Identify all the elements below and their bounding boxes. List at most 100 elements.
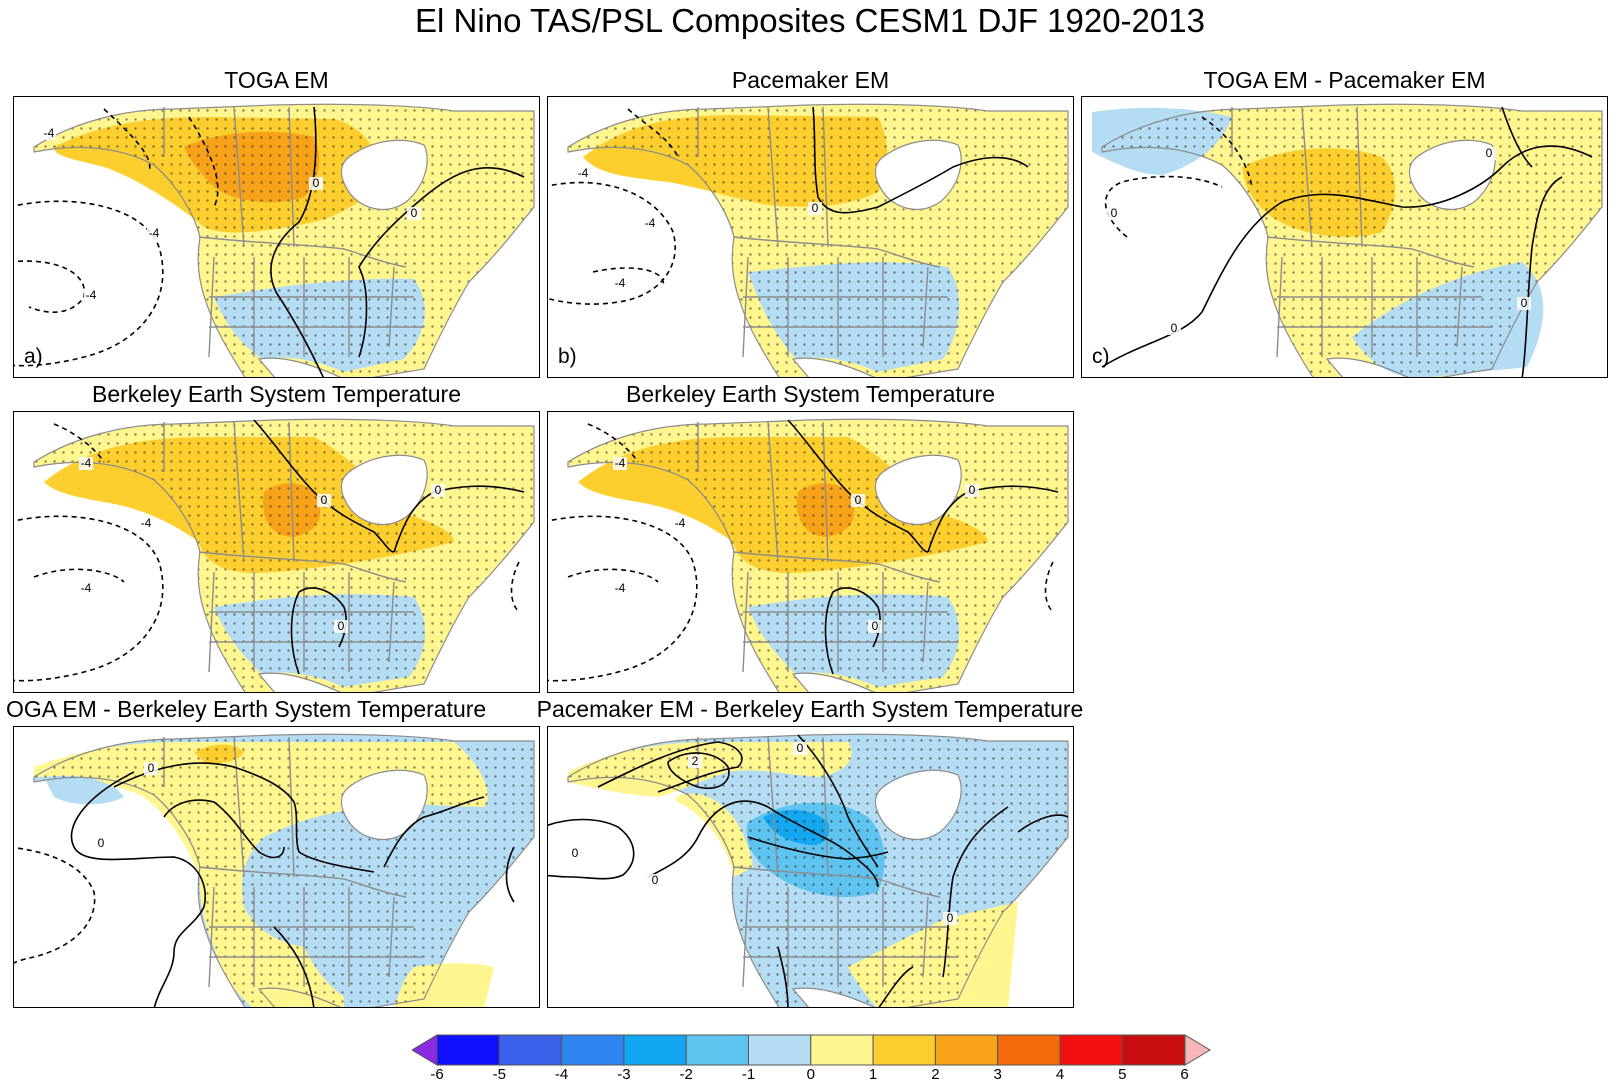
coastline <box>567 733 1069 1007</box>
contour-label: 2 <box>692 754 699 768</box>
panel-b-title: Pacemaker EM <box>731 67 890 93</box>
psl-contour-negative <box>103 108 151 173</box>
panel-b-label: b) <box>558 345 577 368</box>
psl-contour-zero <box>597 741 743 793</box>
significance-stippling <box>34 419 534 692</box>
colorbar-box <box>1059 1034 1123 1066</box>
contour-label: 0 <box>797 741 804 755</box>
colorbar-tick-label: -1 <box>741 1066 756 1083</box>
contour-label: -4 <box>149 226 160 240</box>
contour-label: -4 <box>44 126 55 140</box>
contour-label-bg <box>84 289 98 302</box>
significance-stippling <box>568 419 1068 692</box>
panel-g-map: 2 0 0 0 0 <box>547 726 1074 1008</box>
colorbar-box <box>997 1034 1061 1066</box>
psl-contour-negative <box>14 846 96 964</box>
contour-label: -4 <box>645 216 656 230</box>
contour-label-bg <box>94 837 108 850</box>
contour-label-bg <box>1107 207 1121 220</box>
psl-contour-zero <box>777 946 789 1007</box>
contour-label: 0 <box>1521 296 1528 310</box>
contour-label: -4 <box>81 581 92 595</box>
contour-label: 0 <box>872 619 879 633</box>
panel-b-map: -4 -4 -4 0 b) <box>547 96 1074 378</box>
contour-label: 0 <box>855 493 862 507</box>
psl-contour-negative <box>510 561 520 613</box>
psl-contour-zero <box>270 106 324 377</box>
map-plot: 0 0 0 0 <box>1092 103 1603 377</box>
psl-contour-zero <box>878 966 914 1007</box>
contour-label: 0 <box>411 206 418 220</box>
map-plot: 2 0 0 0 0 <box>548 733 1069 1007</box>
colorbar-tick-label: 0 <box>806 1066 815 1083</box>
psl-contour-zero <box>505 846 515 903</box>
contour-label-bg <box>965 484 979 497</box>
coastline <box>567 418 1069 692</box>
colorbar-tick-label: -5 <box>492 1066 506 1083</box>
psl-contour-negative <box>1201 116 1253 188</box>
psl-contour-negative <box>14 515 164 682</box>
contour-label-bg <box>431 484 445 497</box>
psl-contour-negative <box>627 108 679 158</box>
panel-c-title: TOGA EM - Pacemaker EM <box>1203 67 1486 93</box>
psl-contour-zero <box>787 419 929 553</box>
contour-label-bg <box>334 620 348 633</box>
hudson-bay <box>874 139 962 211</box>
contour-label-bg <box>851 494 865 507</box>
psl-contour-negative <box>1104 175 1223 238</box>
significance-stippling <box>34 104 534 377</box>
significance-stippling <box>568 104 1068 377</box>
coastline <box>33 103 535 377</box>
contour-label-bg <box>309 177 323 190</box>
hudson-bay <box>874 769 962 841</box>
panel-c-label: c) <box>1092 345 1110 368</box>
panel-a-map: -4 -4 -4 0 0 a) <box>13 96 540 378</box>
psl-contour-negative <box>188 116 219 208</box>
colorbar-tick-label: -4 <box>554 1066 569 1083</box>
contour-label-bg <box>643 217 657 230</box>
psl-contour-zero <box>1501 106 1533 168</box>
panel-f-title: OGA EM - Berkeley Earth System Temperatu… <box>6 696 487 722</box>
panel-a-label: a) <box>24 345 43 368</box>
psl-contour-negative <box>33 568 125 583</box>
contour-label: 0 <box>148 761 155 775</box>
contour-label: 0 <box>1171 321 1178 335</box>
contour-label-bg <box>1482 147 1496 160</box>
panel-d-map: -4 -4 -4 0 0 0 <box>13 411 540 693</box>
contour-label: 0 <box>98 836 105 850</box>
colorbar-tick-label: 1 <box>868 1066 878 1083</box>
hudson-bay <box>340 139 428 211</box>
contour-label: 0 <box>338 619 345 633</box>
map-plot: 00 <box>14 733 535 1007</box>
colorbar-box <box>934 1034 999 1066</box>
state-borders <box>163 106 424 358</box>
state-borders <box>163 736 424 988</box>
psl-contour-zero <box>113 762 375 873</box>
contour-label: -4 <box>615 581 626 595</box>
colorbar-box <box>436 1034 500 1066</box>
contour-label-bg <box>793 742 807 755</box>
psl-contour-zero <box>647 800 879 888</box>
state-borders <box>163 421 424 673</box>
colorbar-tick-label: -3 <box>617 1066 631 1083</box>
contour-label-bg <box>1167 322 1181 335</box>
colorbar <box>412 1034 1211 1066</box>
contour-label: 0 <box>969 483 976 497</box>
contour-label-bg <box>613 277 627 290</box>
colorbar-tick-label: 4 <box>1055 1066 1065 1083</box>
contour-label: 0 <box>1486 146 1493 160</box>
hudson-bay <box>340 454 428 526</box>
colorbar-box <box>685 1034 750 1066</box>
psl-contour-zero <box>163 799 285 859</box>
state-borders <box>1231 106 1492 358</box>
contour-label-bg <box>42 127 56 140</box>
contour-label-bg <box>648 874 662 887</box>
contour-label: 0 <box>812 201 819 215</box>
psl-contour-zero <box>797 734 879 868</box>
colorbar-box <box>561 1034 625 1066</box>
contour-label-bg <box>688 755 702 768</box>
contour-label: -4 <box>141 516 152 530</box>
panel-a-title: TOGA EM <box>224 67 329 93</box>
psl-contour-zero <box>1101 145 1593 368</box>
